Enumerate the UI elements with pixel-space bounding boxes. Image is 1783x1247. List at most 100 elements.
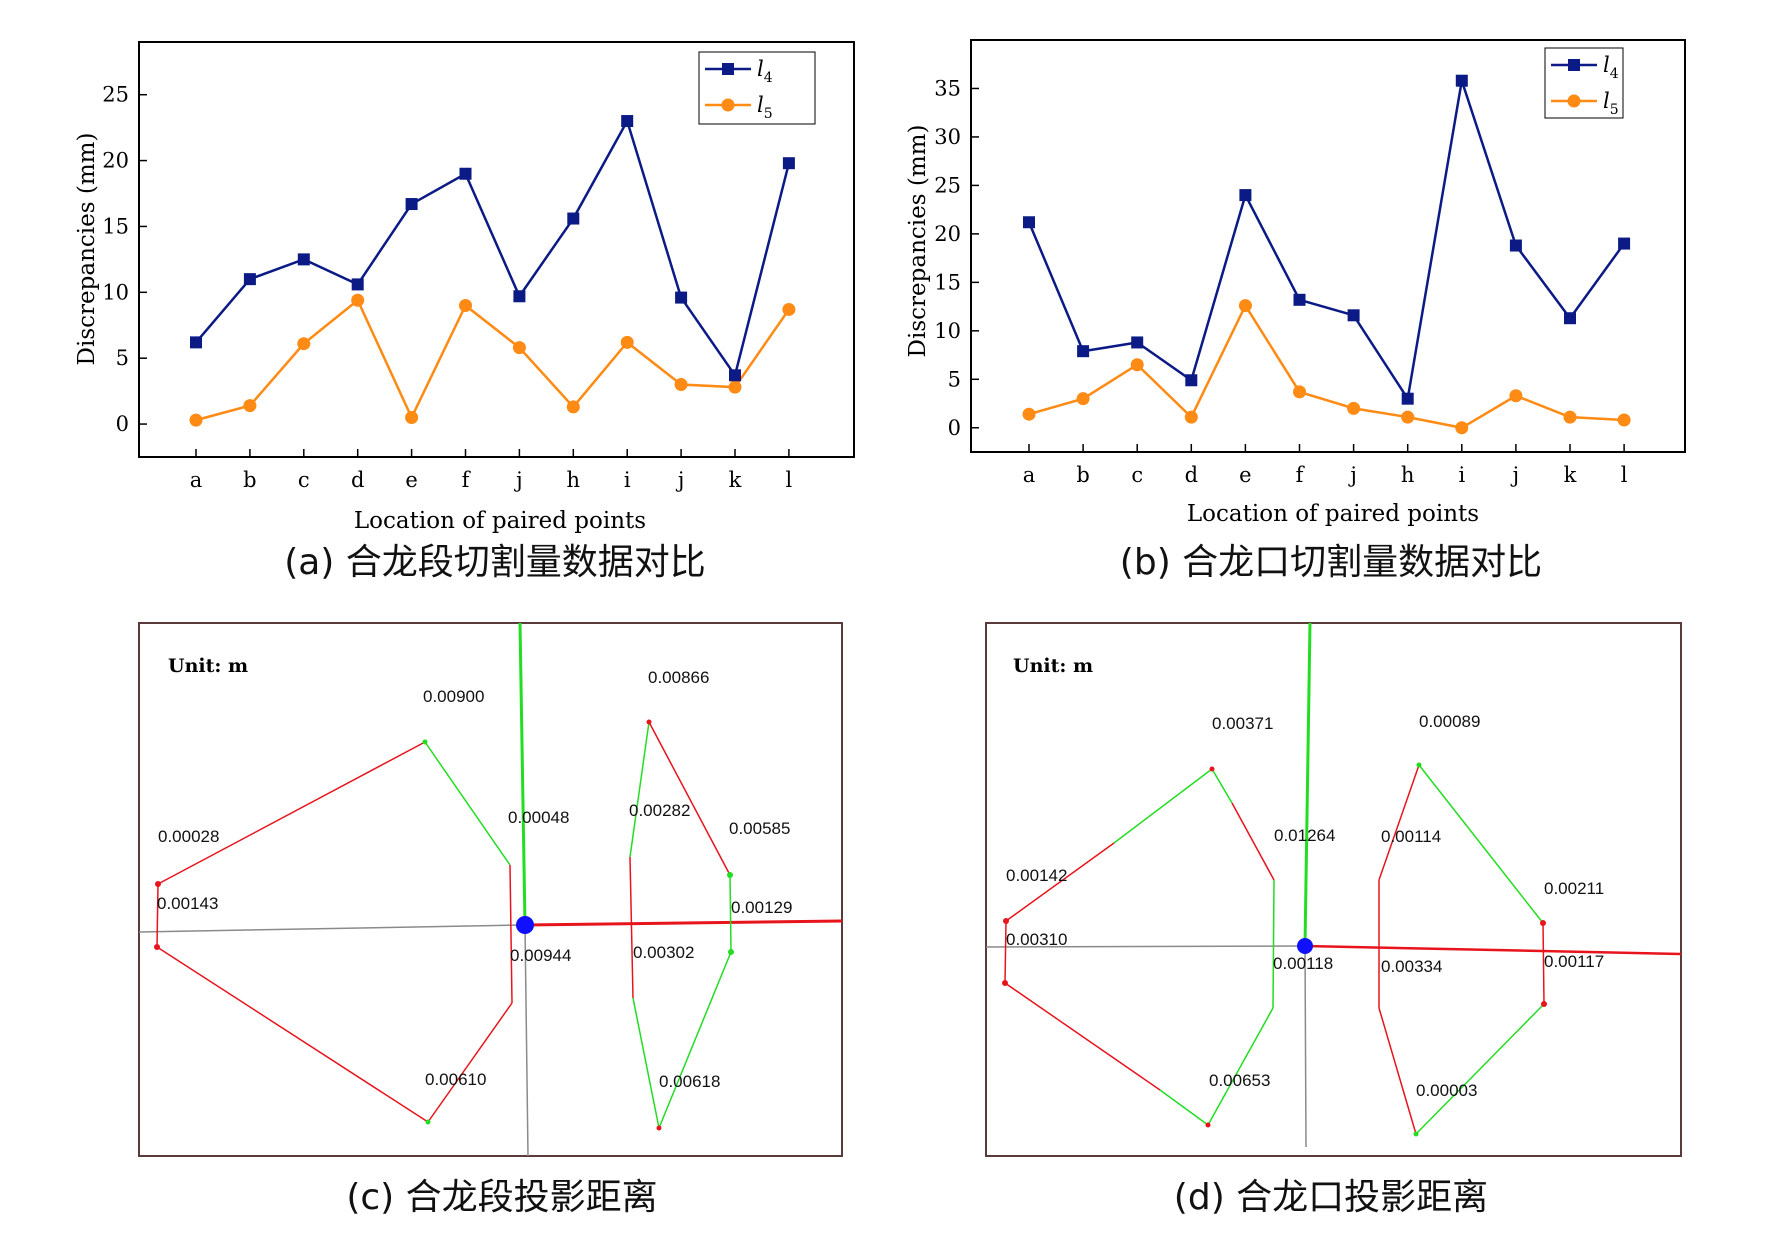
edge-left-upper-right-a <box>1211 768 1233 804</box>
vertex <box>1003 918 1009 924</box>
chart-b-xtick-label: j <box>1347 463 1357 487</box>
vertex <box>1002 980 1008 986</box>
chart-a-point-circle <box>782 302 796 316</box>
chart-a-legend-marker <box>722 63 734 75</box>
distance-label: 0.00003 <box>1416 1081 1477 1100</box>
edge-left-upper-right-b <box>1231 802 1275 881</box>
chart-a-ytick-label: 10 <box>102 280 129 304</box>
distance-label: 0.00028 <box>158 827 219 846</box>
chart-b-point-square <box>1239 189 1252 202</box>
chart-b-series-line <box>1028 303 1625 430</box>
chart-a-point-circle <box>243 399 257 413</box>
edge-left-left <box>1004 920 1007 984</box>
chart-b-xtick-label: k <box>1564 463 1577 487</box>
chart-a-series-line <box>195 298 790 422</box>
chart-b-legend-box <box>1544 47 1624 119</box>
axis-gray-horizontal <box>985 945 1306 948</box>
edge-right-left <box>629 856 634 999</box>
projection-d-caption: (d) 合龙口投影距离 <box>1174 1177 1488 1218</box>
chart-b-caption: (b) 合龙口切割量数据对比 <box>1120 542 1542 583</box>
chart-a-point-circle <box>674 378 688 392</box>
chart-a-point-square <box>513 290 526 303</box>
chart-b-xtick-label: a <box>1023 463 1036 487</box>
chart-b-ytick-label: 25 <box>934 173 961 197</box>
axis-red <box>1304 944 1682 956</box>
chart-a-caption: (a) 合龙段切割量数据对比 <box>284 542 706 583</box>
distance-label: 0.00048 <box>508 808 569 827</box>
vertex <box>154 944 160 950</box>
chart-b-xtick-label: i <box>1458 463 1465 487</box>
chart-b-point-circle <box>1238 299 1252 313</box>
edge-right-upper-right <box>1418 764 1544 924</box>
chart-a-xtick-label: d <box>351 468 364 492</box>
chart-a-xtick-label: k <box>729 468 742 492</box>
chart-b-point-circle <box>1184 410 1198 424</box>
chart-b-legend-marker <box>1568 59 1580 71</box>
chart-a-frame <box>138 41 855 458</box>
edge-right-upper-left <box>1378 764 1420 881</box>
chart-b-point-square <box>1077 345 1090 358</box>
chart-a-point-square <box>621 115 634 128</box>
chart-a-ytick-label: 15 <box>102 214 129 238</box>
chart-b-xtick-label: b <box>1076 463 1089 487</box>
axis-green <box>518 622 527 926</box>
vertex <box>422 739 428 745</box>
chart-a-series-line <box>195 117 791 379</box>
distance-label: 0.00653 <box>1209 1071 1270 1090</box>
distance-label: 0.00211 <box>1544 879 1604 898</box>
vertex <box>1205 1122 1211 1128</box>
vertex <box>155 881 161 887</box>
chart-b-ylabel: Discrepancies (mm) <box>905 125 931 358</box>
vertex <box>728 949 734 955</box>
chart-a-xtick-label: j <box>675 468 685 492</box>
chart-b-xtick-label: e <box>1239 463 1251 487</box>
chart-a-point-square <box>297 253 310 266</box>
chart-b-legend-marker <box>1567 94 1581 108</box>
axis-gray-horizontal <box>138 924 526 933</box>
chart-b-point-square <box>1347 309 1360 322</box>
distance-label: 0.00610 <box>425 1070 486 1089</box>
chart-b-series-line <box>1027 80 1626 403</box>
chart-b-point-circle <box>1076 392 1090 406</box>
distance-label: 0.00129 <box>731 898 792 917</box>
axis-green <box>1303 622 1312 947</box>
distance-label: 0.00142 <box>1006 866 1067 885</box>
chart-a-point-circle <box>189 413 203 427</box>
edge-right-lower-right <box>1415 1003 1545 1135</box>
chart-a-legend-marker <box>721 98 735 112</box>
chart-a-xtick-label: l <box>786 468 793 492</box>
chart-a-point-circle <box>566 400 580 414</box>
chart-a-ytick-label: 5 <box>116 346 129 370</box>
projection-d-frame <box>985 622 1682 1157</box>
edge-left-lower-right <box>427 1002 513 1123</box>
distance-label: 0.00143 <box>157 894 218 913</box>
distance-label: 0.00118 <box>1273 954 1333 973</box>
vertex <box>425 1119 431 1125</box>
edge-left-top-a <box>1005 842 1115 922</box>
edge-left-top-b <box>1113 768 1213 844</box>
chart-b-xtick-label: f <box>1296 463 1306 487</box>
chart-b-point-circle <box>1293 385 1306 399</box>
chart-b-ytick-label: 35 <box>934 76 961 100</box>
chart-b-ytick-label: 30 <box>934 125 961 149</box>
chart-b-point-square <box>1618 237 1631 250</box>
chart-a-xtick-label: b <box>243 468 256 492</box>
distance-label: 0.00618 <box>659 1072 720 1091</box>
axis-red <box>524 919 843 927</box>
distance-label: 0.00310 <box>1006 930 1067 949</box>
chart-a-ylabel: Discrepancies (mm) <box>74 133 100 366</box>
chart-b-frame <box>970 39 1686 453</box>
vertex <box>1416 762 1422 768</box>
chart-b-xtick-label: d <box>1185 463 1198 487</box>
projection-c-caption: (c) 合龙段投影距离 <box>346 1177 657 1218</box>
chart-a-xtick-label: e <box>405 468 417 492</box>
projection-c-frame <box>138 622 843 1157</box>
vertex <box>727 872 733 878</box>
vertex <box>656 1125 662 1131</box>
axis-gray-vertical <box>524 924 529 1157</box>
chart-a-point-square <box>351 278 364 291</box>
edge-left-right <box>509 864 513 1004</box>
edge-right-lower-right <box>658 951 732 1129</box>
